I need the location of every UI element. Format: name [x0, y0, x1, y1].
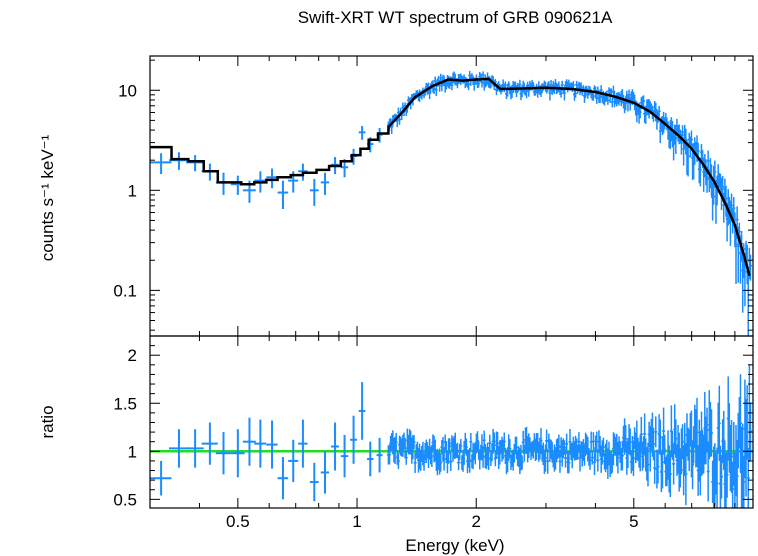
y-tick-label: 2	[128, 346, 137, 365]
y-tick-label: 10	[118, 81, 137, 100]
chart-title: Swift-XRT WT spectrum of GRB 090621A	[298, 8, 613, 27]
y-tick-label: 1	[128, 181, 137, 200]
y-axis-label-top: counts s⁻¹ keV⁻¹	[38, 134, 57, 261]
y-tick-label: 0.5	[113, 490, 137, 509]
y-axis-label-bottom: ratio	[38, 405, 57, 438]
x-tick-label: 1	[352, 512, 361, 531]
spectrum-panel: 0.1 1 10	[113, 55, 754, 337]
x-axis-label: Energy (keV)	[405, 536, 504, 555]
dense-data-bins	[386, 364, 752, 508]
y-tick-label: 1	[128, 442, 137, 461]
y-tick-label: 0.1	[113, 281, 137, 300]
x-tick-label: 2	[472, 512, 481, 531]
ratio-panel: 0.5 1 2 5 0.5 1 1.5 2	[113, 335, 754, 531]
y-tick-label: 1.5	[113, 394, 137, 413]
dense-data-bins	[386, 70, 752, 336]
x-tick-label: 0.5	[226, 512, 250, 531]
panel-frame	[149, 55, 754, 337]
model-curve	[150, 77, 751, 277]
x-tick-label: 5	[629, 512, 638, 531]
